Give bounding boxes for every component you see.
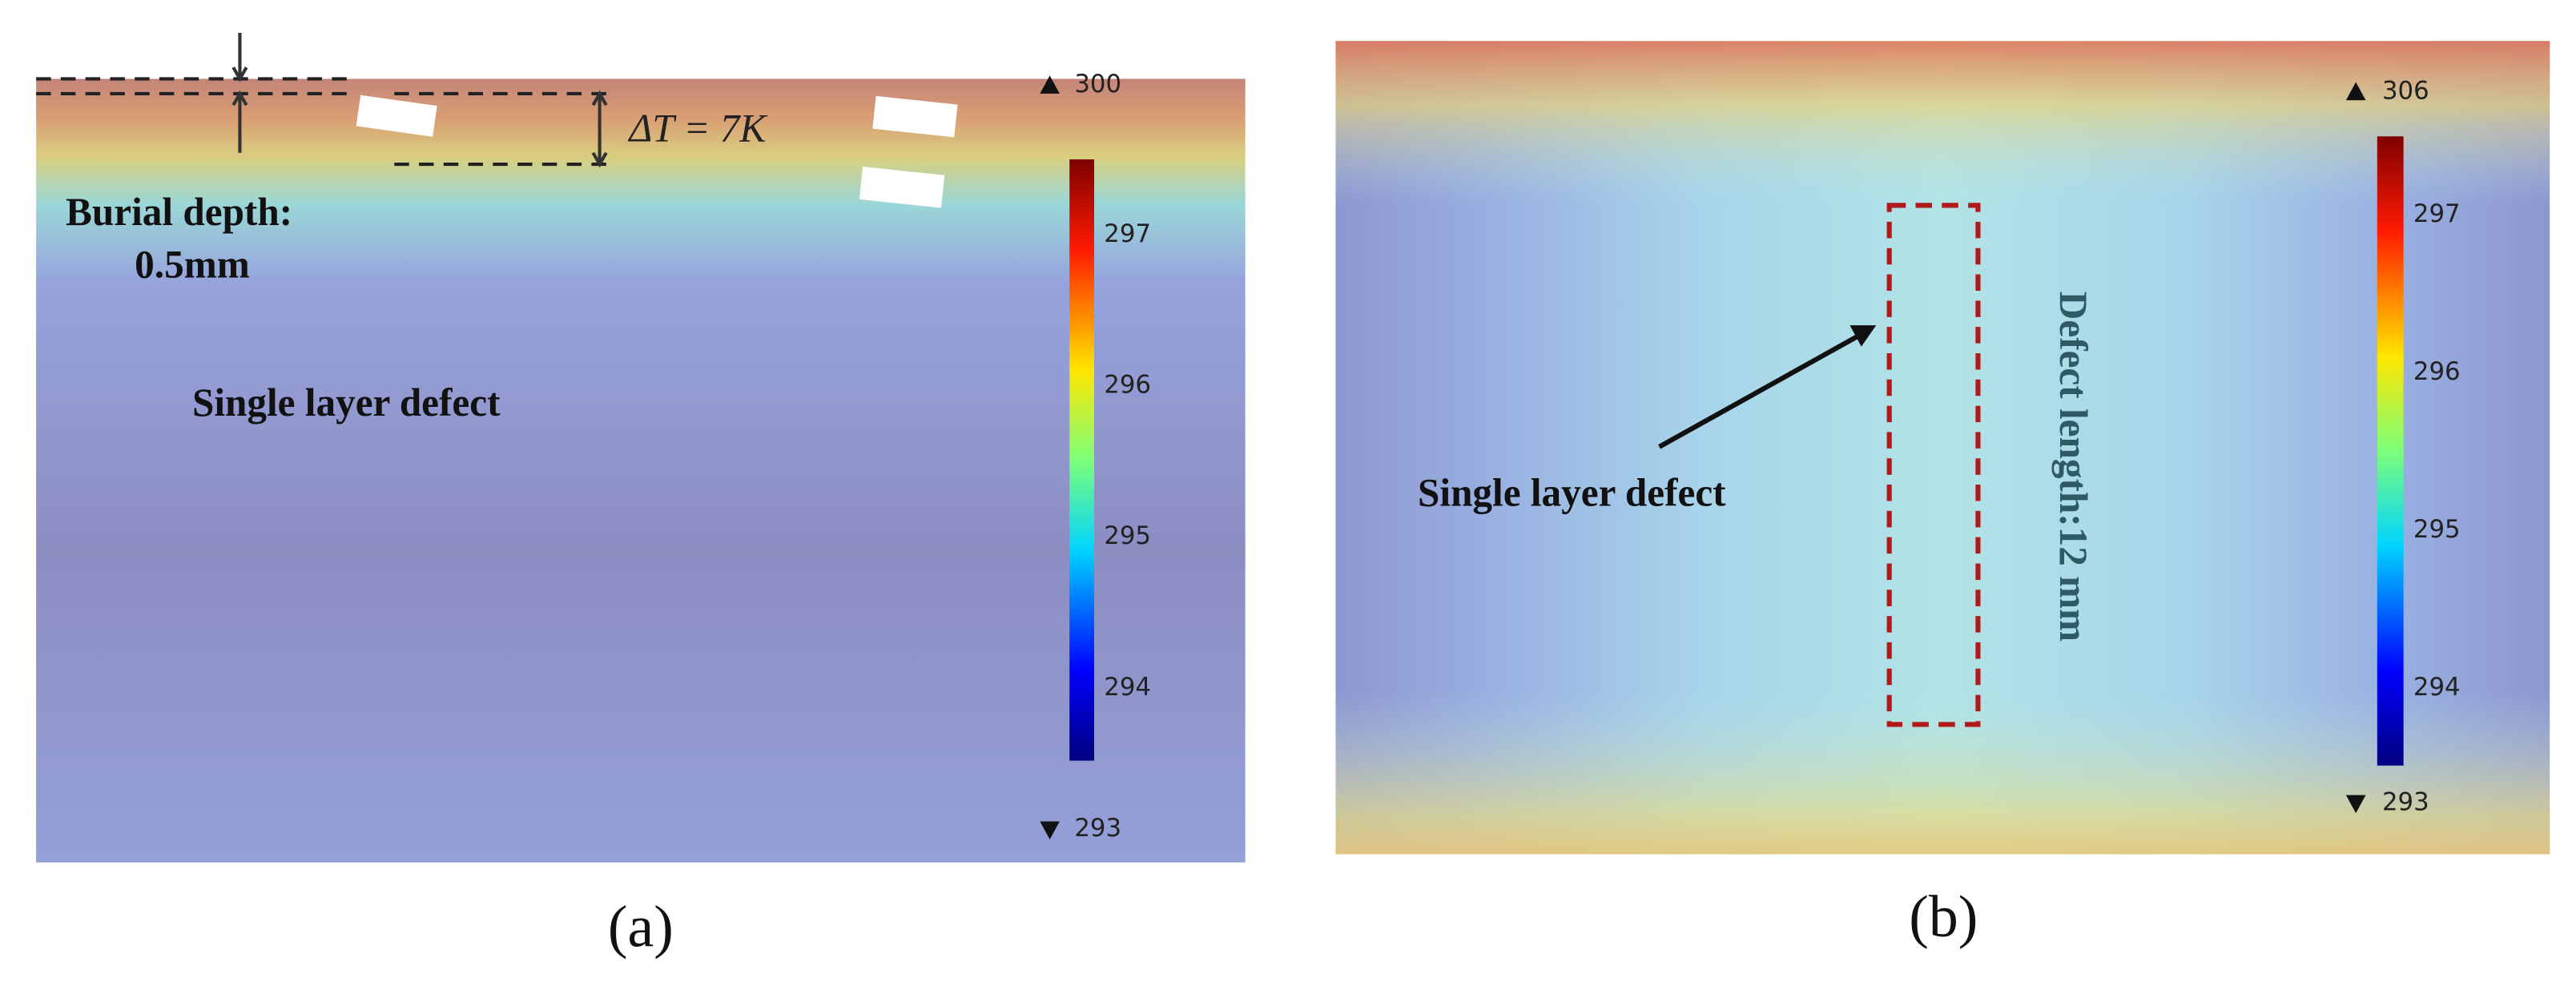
- defect-box: [1886, 203, 1981, 727]
- colorbar-tick: 295: [2413, 515, 2461, 544]
- colorbar-tick: 296: [1104, 370, 1151, 399]
- colorbar: [1069, 159, 1094, 761]
- burial-depth-label: Burial depth:: [66, 190, 292, 234]
- dashed-guides: [36, 77, 611, 167]
- colorbar-min: 293: [1074, 814, 1121, 843]
- colorbar-min: 293: [2382, 787, 2429, 816]
- arrow-head: [1849, 325, 1877, 347]
- colorbar-tick: 297: [1104, 219, 1151, 248]
- caption: (a): [608, 893, 674, 959]
- max-triangle: [1040, 75, 1060, 94]
- colorbar-tick: 295: [1104, 521, 1151, 550]
- colorbar-max: 306: [2382, 76, 2429, 105]
- colorbar-tick: 294: [1104, 673, 1151, 702]
- colorbar: [2377, 136, 2404, 766]
- thermal-image-a: [36, 78, 1246, 863]
- defect-length: Defect length:12 mm: [2051, 292, 2095, 642]
- min-triangle: [2345, 795, 2366, 814]
- colorbar-tick: 297: [2413, 199, 2461, 228]
- arrow: [1658, 332, 1862, 449]
- max-triangle: [2345, 82, 2366, 101]
- burial-depth-value: 0.5mm: [135, 243, 250, 287]
- caption: (b): [1909, 883, 1978, 949]
- defect-label: Single layer defect: [1418, 471, 1726, 515]
- colorbar-tick: 296: [2413, 357, 2461, 386]
- min-triangle: [1040, 821, 1060, 840]
- defect-label: Single layer defect: [192, 380, 501, 425]
- thermal-overlay: [1335, 41, 2550, 855]
- markers: [356, 95, 958, 208]
- arrows: [231, 33, 608, 168]
- delta-t-label: ΔT = 7K: [628, 106, 768, 150]
- colorbar-tick: 294: [2413, 673, 2461, 702]
- colorbar-max: 300: [1074, 70, 1121, 99]
